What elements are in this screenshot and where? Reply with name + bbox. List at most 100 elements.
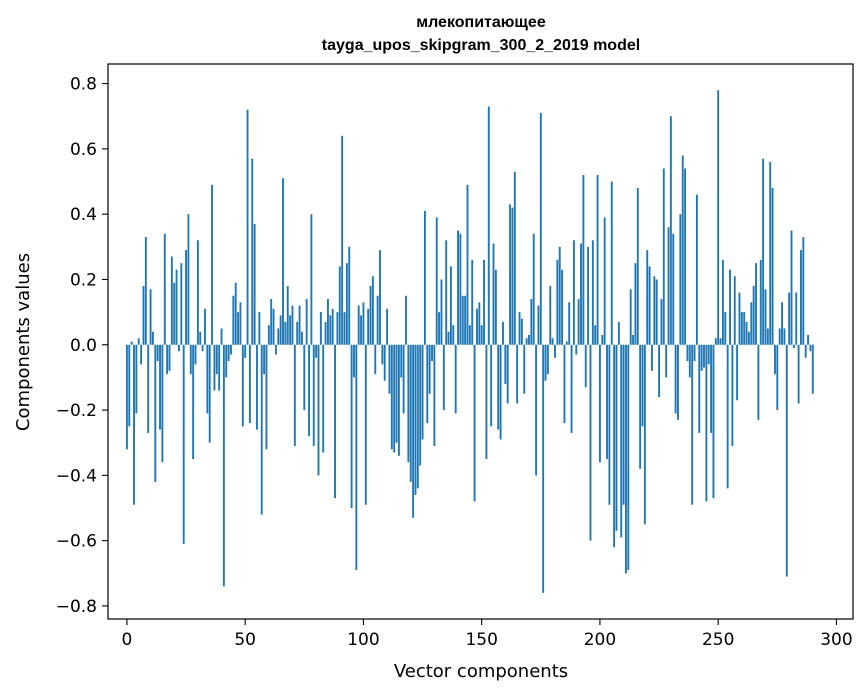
bar xyxy=(513,171,516,345)
bar xyxy=(570,344,573,433)
bar xyxy=(634,263,637,345)
bar xyxy=(381,344,384,365)
bar xyxy=(466,184,469,345)
bar xyxy=(603,217,606,345)
x-tick-label: 200 xyxy=(584,630,616,650)
bar xyxy=(213,344,216,391)
bar xyxy=(222,344,225,587)
bar xyxy=(260,344,263,515)
bar xyxy=(440,279,443,345)
x-axis-label: Vector components xyxy=(394,661,568,682)
bar xyxy=(274,344,277,355)
bar xyxy=(388,344,391,394)
bar xyxy=(376,295,379,345)
bar xyxy=(511,207,514,345)
bar xyxy=(528,334,530,345)
bar xyxy=(691,344,694,505)
bar xyxy=(421,344,424,440)
bar xyxy=(575,344,578,355)
bar xyxy=(128,344,131,427)
bar xyxy=(549,286,552,345)
bar xyxy=(752,286,755,345)
bar xyxy=(606,344,608,460)
bar xyxy=(565,341,568,345)
bar xyxy=(615,344,618,531)
bar xyxy=(561,269,564,345)
bar xyxy=(291,305,294,345)
bar xyxy=(187,214,190,345)
bar xyxy=(350,344,353,508)
bar xyxy=(407,344,410,463)
bar xyxy=(135,344,138,414)
bar xyxy=(509,204,512,345)
bar xyxy=(580,243,582,345)
bar xyxy=(230,344,232,355)
y-tick-label: 0.4 xyxy=(70,205,97,225)
bar xyxy=(239,302,242,345)
bar xyxy=(227,344,230,362)
bar xyxy=(133,344,135,505)
bar xyxy=(369,286,372,345)
bar xyxy=(192,344,195,460)
bar xyxy=(622,344,625,505)
bar xyxy=(461,295,464,345)
bar xyxy=(464,295,467,345)
bar xyxy=(525,338,528,345)
bar xyxy=(244,344,247,358)
bar xyxy=(804,344,807,358)
bar xyxy=(653,276,656,345)
bar xyxy=(800,250,802,345)
bar xyxy=(353,344,355,378)
bar xyxy=(360,315,363,345)
bar xyxy=(797,344,800,404)
bar xyxy=(189,344,192,375)
bar xyxy=(204,308,206,345)
bar xyxy=(684,168,687,345)
bar xyxy=(774,344,776,375)
bar xyxy=(334,344,336,499)
bar xyxy=(341,135,344,345)
bar xyxy=(397,344,400,456)
bar xyxy=(237,312,240,345)
bar xyxy=(743,312,746,345)
bar xyxy=(284,321,287,345)
bar xyxy=(345,263,348,345)
bar xyxy=(556,259,559,345)
bar xyxy=(648,266,651,345)
bar xyxy=(289,315,292,345)
bar xyxy=(755,263,757,345)
y-tick-label: −0.4 xyxy=(56,466,97,486)
bar xyxy=(601,334,604,345)
bar xyxy=(809,344,812,352)
bar xyxy=(646,250,649,345)
bar xyxy=(298,305,301,345)
bar xyxy=(807,334,810,345)
bar xyxy=(182,344,185,544)
y-tick-label: 0.0 xyxy=(70,336,97,356)
bar xyxy=(544,344,547,381)
bar xyxy=(371,276,374,345)
bar xyxy=(130,341,133,345)
bar xyxy=(405,295,407,345)
bar xyxy=(459,233,462,345)
bar xyxy=(286,286,289,345)
bar xyxy=(178,344,180,352)
bar xyxy=(364,344,367,505)
bar xyxy=(584,344,587,388)
bar xyxy=(643,344,646,525)
bar xyxy=(476,308,478,345)
bar xyxy=(598,344,601,463)
bar xyxy=(211,184,214,345)
bar xyxy=(142,286,145,345)
bar xyxy=(267,325,270,345)
bar xyxy=(669,116,672,345)
bar xyxy=(390,344,393,450)
bar xyxy=(724,312,727,345)
y-tick-label: 0.2 xyxy=(70,270,97,290)
bar xyxy=(589,344,592,541)
bar xyxy=(617,321,620,345)
bar xyxy=(662,168,665,345)
bar xyxy=(331,308,334,345)
bar xyxy=(572,240,575,345)
y-axis-label: Components values xyxy=(13,253,34,431)
